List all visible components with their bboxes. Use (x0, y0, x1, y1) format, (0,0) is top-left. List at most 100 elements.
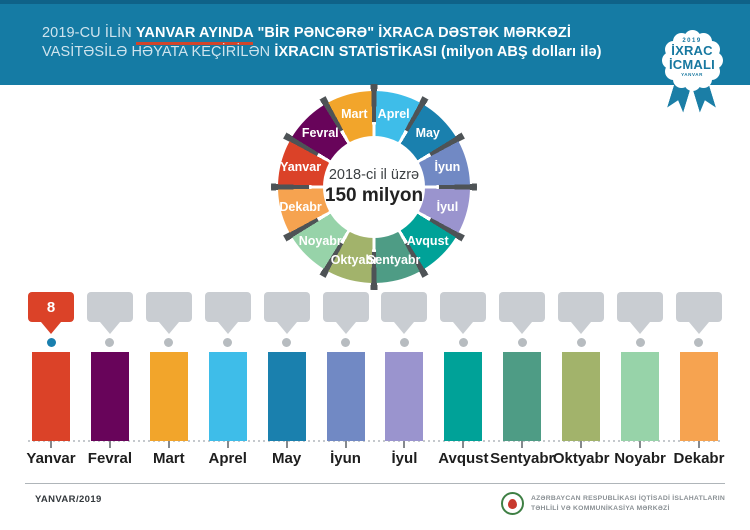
callout-tail-icon (335, 322, 356, 334)
value-callout (381, 292, 428, 322)
timeline-dot-icon (694, 338, 704, 347)
month-label: Sentyabr (490, 450, 555, 467)
footer-issue-label: YANVAR/2019 (35, 494, 102, 505)
export-review-badge: 2019 İXRAC İCMALI YANVAR (660, 30, 724, 120)
axis-tick-icon (226, 441, 229, 448)
bar-chart-baseline (28, 440, 722, 442)
callout-tail-icon (41, 322, 61, 334)
timeline-dot-icon (46, 338, 56, 347)
donut-month-label: Aprel (377, 106, 410, 121)
bar-column: Avqust (438, 292, 488, 467)
azerbaijan-emblem-icon (500, 492, 524, 515)
title-line-2: VASİTƏSİLƏ HƏYATA KEÇİRİLƏN İXRACIN STAT… (42, 43, 602, 62)
month-bar (503, 352, 542, 441)
callout-tail-icon (453, 322, 474, 334)
title-line2-bold: İXRACIN STATİSTİKASI (milyon ABŞ dolları… (274, 44, 602, 60)
month-bar (385, 352, 424, 441)
timeline-dot-icon (341, 338, 351, 347)
axis-tick-icon (521, 441, 524, 448)
axis-tick-icon (639, 441, 642, 448)
value-callout: 8 (28, 292, 74, 322)
callout-value: 8 (46, 298, 56, 316)
value-callout (440, 292, 487, 322)
badge-year: 2019 (682, 38, 702, 44)
month-bar (90, 352, 129, 441)
donut-month-label: Oktyabr (330, 253, 378, 268)
donut-center: 2018-ci il üzrə 150 milyon (323, 136, 425, 238)
bar-column: Fevral (86, 292, 133, 467)
axis-tick-icon (462, 441, 465, 448)
callout-tail-icon (688, 322, 709, 334)
month-bar (326, 352, 365, 441)
badge-title-2: İCMALI (669, 56, 715, 72)
axis-tick-icon (344, 441, 347, 448)
header-top-edge (0, 0, 750, 4)
callout-tail-icon (394, 322, 415, 334)
axis-tick-icon (167, 441, 170, 448)
donut-month-label: İyun (434, 160, 461, 175)
value-callout (499, 292, 546, 322)
axis-tick-icon (697, 441, 700, 448)
month-bar (267, 352, 306, 441)
donut-chart-2018: 2018-ci il üzrə 150 milyon Aprel May İyun İ… (271, 84, 477, 290)
month-label: Oktyabr (552, 450, 610, 467)
axis-tick-icon (403, 441, 406, 448)
value-callout (263, 292, 310, 322)
timeline-dot-icon (635, 338, 645, 347)
axis-tick-icon (50, 441, 52, 448)
month-bar (149, 352, 188, 441)
callout-tail-icon (217, 322, 238, 334)
axis-tick-icon (285, 441, 288, 448)
timeline-dot-icon (105, 338, 115, 347)
timeline-dot-icon (458, 338, 468, 347)
timeline-dot-icon (223, 338, 233, 347)
bar-column: Mart (145, 292, 192, 467)
donut-month-label: Dekabr (279, 199, 322, 214)
organization-name-line2: TƏHLİLİ VƏ KOMMUNİKASİYA MƏRKƏZİ (530, 504, 670, 512)
organization-name: AZƏRBAYCAN RESPUBLİKASI İQTİSADİ İSLAHAT… (531, 494, 725, 514)
value-callout (204, 292, 251, 322)
title-line1-bold: "BİR PƏNCƏRƏ" İXRACA DƏSTƏK MƏRKƏZİ (253, 25, 572, 41)
value-callout (675, 292, 722, 322)
month-label: Mart (152, 450, 185, 467)
donut-month-label: Sentyabr (366, 253, 421, 268)
donut-month-label: Avqust (406, 233, 449, 248)
bar-column: May (263, 292, 310, 467)
month-label: Noyabr (614, 450, 666, 467)
month-label: May (272, 450, 302, 467)
month-bar (562, 352, 601, 441)
month-bar (32, 352, 70, 441)
month-bar (208, 352, 247, 441)
month-label: İyun (330, 450, 361, 467)
month-label: Fevral (87, 450, 132, 467)
value-callout (86, 292, 133, 322)
bar-column: Noyabr (614, 292, 666, 467)
title-line1-underlined: YANVAR AYINDA (135, 25, 254, 45)
axis-tick-icon (580, 441, 583, 448)
organization-name-line1: AZƏRBAYCAN RESPUBLİKASI İQTİSADİ İSLAHAT… (530, 494, 725, 502)
title-line2-regular: VASİTƏSİLƏ HƏYATA KEÇİRİLƏN (42, 44, 275, 60)
value-callout (322, 292, 369, 322)
title-line-1: 2019-CU İLİN YANVAR AYINDA "BİR PƏNCƏRƏ"… (42, 24, 602, 45)
title-line1-regular: 2019-CU İLİN (42, 25, 136, 41)
month-bar (621, 352, 660, 441)
value-callout (145, 292, 192, 322)
bar-column: Sentyabr (490, 292, 554, 467)
footer-divider (25, 483, 725, 484)
donut-center-value: 150 milyon (324, 185, 424, 206)
bar-column: İyul (381, 292, 428, 467)
callout-tail-icon (571, 322, 592, 334)
header-title: 2019-CU İLİN YANVAR AYINDA "BİR PƏNCƏRƏ"… (42, 24, 602, 62)
badge-rosette-icon (662, 30, 722, 90)
footer-organization: AZƏRBAYCAN RESPUBLİKASI İQTİSADİ İSLAHAT… (500, 492, 725, 515)
month-label: Aprel (208, 450, 247, 467)
month-bar (679, 352, 718, 441)
donut-center-label: 2018-ci il üzrə (328, 167, 420, 183)
bar-column: Dekabr (674, 292, 724, 467)
badge-title-1: İXRAC (671, 43, 713, 58)
callout-tail-icon (276, 322, 297, 334)
value-callout (558, 292, 605, 322)
header-band: 2019-CU İLİN YANVAR AYINDA "BİR PƏNCƏRƏ"… (0, 0, 750, 85)
month-label: Yanvar (26, 450, 76, 467)
